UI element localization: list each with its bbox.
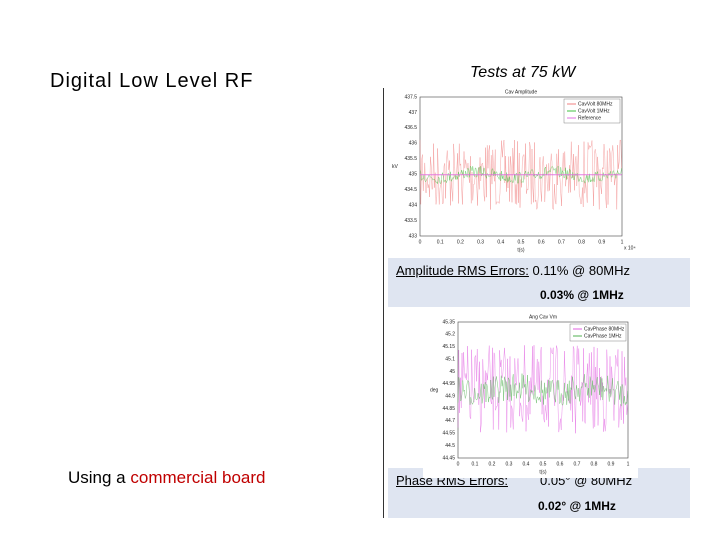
footer-lead: Using a: [68, 468, 131, 487]
x-tick-label: 0.8: [591, 461, 598, 467]
footer: Using a commercial board: [68, 468, 265, 488]
x-tick-label: 0.2: [489, 461, 496, 467]
x-tick-label: 0.1: [472, 461, 479, 467]
y-tick-label: 45.1: [445, 356, 455, 362]
amp-1: 0.03% @ 1MHz: [540, 288, 624, 302]
y-tick-label: 44.9: [445, 394, 455, 400]
amp-80: 0.11% @ 80MHz: [528, 263, 631, 278]
y-tick-label: 44.55: [442, 431, 455, 437]
legend-box: [569, 323, 627, 342]
y-tick-label: 434.5: [404, 187, 417, 193]
y-tick-label: 44.85: [442, 406, 455, 412]
trace: [419, 139, 622, 210]
y-tick-label: 437.5: [404, 94, 417, 100]
x-tick-label: 0: [457, 461, 460, 467]
x-note: x 10⁴: [624, 245, 636, 251]
y-label: deg: [430, 387, 439, 393]
amp-label: Amplitude RMS Errors:: [396, 263, 529, 278]
y-tick-label: 45: [449, 369, 455, 375]
x-label: t(s): [517, 247, 525, 253]
x-tick-label: 1: [621, 239, 624, 245]
y-label: kV: [392, 164, 399, 170]
trace: [457, 373, 628, 407]
x-tick-label: 0.6: [557, 461, 564, 467]
x-tick-label: 0.9: [608, 461, 615, 467]
x-tick-label: 0.1: [437, 239, 444, 245]
plot-title: Cav Amplitude: [505, 89, 537, 95]
trace: [457, 345, 628, 434]
x-tick-label: 0.3: [506, 461, 513, 467]
y-tick-label: 434: [409, 202, 418, 208]
y-tick-label: 44.5: [445, 443, 455, 449]
y-tick-label: 435.5: [404, 156, 417, 162]
x-label: t(s): [539, 469, 547, 475]
phase-1: 0.02° @ 1MHz: [538, 499, 616, 513]
x-tick-label: 0.7: [574, 461, 581, 467]
y-tick-label: 45.2: [445, 332, 455, 338]
y-tick-label: 436.5: [404, 125, 417, 131]
legend-entry: CavPhase 1MHz: [584, 333, 622, 339]
legend-entry: CavPhase 80MHz: [584, 326, 625, 332]
x-tick-label: 0.7: [558, 239, 565, 245]
x-tick-label: 0.3: [477, 239, 484, 245]
y-tick-label: 45.15: [442, 344, 455, 350]
y-tick-label: 436: [409, 141, 418, 147]
x-tick-label: 0: [419, 239, 422, 245]
x-tick-label: 0.2: [457, 239, 464, 245]
frame-line: [383, 88, 384, 518]
footer-highlight: commercial board: [130, 468, 266, 487]
x-tick-label: 0.5: [518, 239, 525, 245]
legend-entry: CavVolt 1MHz: [578, 108, 610, 114]
y-tick-label: 44.7: [445, 418, 455, 424]
x-tick-label: 0.4: [497, 239, 504, 245]
plot-title: Ang Cav Vm: [529, 314, 557, 320]
y-tick-label: 45.35: [442, 319, 455, 325]
y-tick-label: 44.45: [442, 455, 455, 461]
subtitle: Tests at 75 kW: [470, 64, 576, 81]
panel: [388, 258, 690, 307]
x-tick-label: 0.6: [538, 239, 545, 245]
amp-line: Amplitude RMS Errors: 0.11% @ 80MHz: [396, 263, 630, 278]
y-tick-label: 433.5: [404, 218, 417, 224]
x-tick-label: 1: [627, 461, 630, 467]
y-tick-label: 433: [409, 233, 418, 239]
x-tick-label: 0.9: [598, 239, 605, 245]
x-tick-label: 0.5: [540, 461, 547, 467]
title: Digital Low Level RF: [50, 70, 254, 92]
y-tick-label: 44.95: [442, 381, 455, 387]
legend-entry: Reference: [578, 115, 601, 121]
y-tick-label: 437: [409, 110, 418, 116]
x-tick-label: 0.4: [523, 461, 530, 467]
x-tick-label: 0.8: [578, 239, 585, 245]
legend-entry: CavVolt 80MHz: [578, 101, 613, 107]
y-tick-label: 435: [409, 172, 418, 178]
